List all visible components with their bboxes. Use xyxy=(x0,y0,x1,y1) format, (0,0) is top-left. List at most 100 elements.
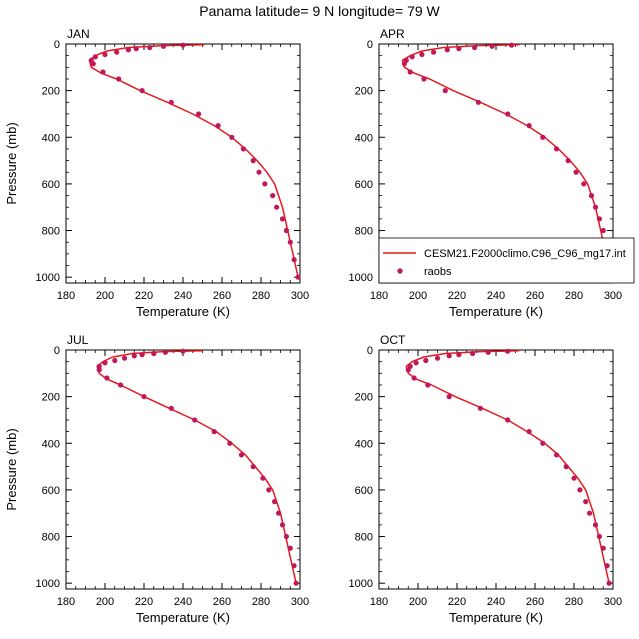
obs-point xyxy=(606,580,612,586)
plot-frame xyxy=(65,43,301,284)
obs-point xyxy=(581,181,587,187)
model-line xyxy=(96,349,297,584)
obs-point xyxy=(118,382,124,388)
y-tick-label: 1000 xyxy=(349,578,373,590)
x-tick-label: 240 xyxy=(174,596,192,608)
obs-point xyxy=(160,43,167,49)
x-tick-label: 260 xyxy=(213,596,231,608)
obs-point xyxy=(131,353,137,359)
obs-point xyxy=(291,257,297,263)
model-line xyxy=(405,349,610,584)
obs-point xyxy=(283,227,289,234)
obs-point xyxy=(446,394,452,400)
obs-point xyxy=(505,417,511,423)
obs-point xyxy=(456,352,462,358)
y-tick-label: 200 xyxy=(355,86,373,98)
x-tick-label: 280 xyxy=(565,596,583,608)
x-tick-label: 240 xyxy=(487,290,505,302)
x-tick-label: 280 xyxy=(565,290,583,302)
y-tick-label: 1000 xyxy=(36,272,60,284)
x-tick-label: 220 xyxy=(135,290,153,302)
obs-point xyxy=(571,475,577,481)
y-tick-label: 200 xyxy=(355,392,373,404)
x-tick-label: 300 xyxy=(604,596,622,608)
obs-point xyxy=(227,440,233,446)
y-tick-label: 400 xyxy=(355,438,373,450)
y-tick-label: 1000 xyxy=(349,272,373,284)
obs-point xyxy=(196,111,202,117)
obs-point xyxy=(477,405,483,411)
y-tick-label: 0 xyxy=(367,39,373,51)
x-tick-label: 300 xyxy=(291,596,309,608)
obs-point xyxy=(104,375,110,381)
panel-title: APR xyxy=(380,27,405,41)
plot-frame xyxy=(378,349,614,590)
obs-point xyxy=(563,464,569,470)
obs-point xyxy=(442,88,448,94)
obs-point xyxy=(141,394,147,400)
obs-point xyxy=(553,146,560,152)
x-axis-title: Temperature (K) xyxy=(136,610,230,625)
obs-point xyxy=(250,464,256,470)
obs-point xyxy=(505,348,511,354)
obs-point xyxy=(168,99,174,105)
obs-point xyxy=(540,440,546,446)
obs-point xyxy=(92,54,98,60)
obs-point xyxy=(274,204,280,210)
x-tick-label: 200 xyxy=(409,596,427,608)
x-tick-label: 220 xyxy=(448,596,466,608)
obs-point xyxy=(162,349,168,355)
y-tick-label: 600 xyxy=(42,485,60,497)
obs-point xyxy=(596,216,603,222)
y-tick-label: 400 xyxy=(42,132,60,144)
legend-model-label: CESM21.F2000climo.C96_C96_mg17.int xyxy=(424,248,626,260)
y-tick-label: 0 xyxy=(54,345,60,357)
obs-point xyxy=(270,193,276,199)
legend: CESM21.F2000climo.C96_C96_mg17.int raobs xyxy=(378,237,635,284)
obs-point xyxy=(505,111,511,117)
obs-point xyxy=(276,510,282,516)
obs-point xyxy=(102,51,108,58)
y-axis-title: Pressure (mb) xyxy=(4,122,19,204)
legend-box xyxy=(378,237,635,284)
obs-point xyxy=(423,357,429,364)
x-tick-label: 200 xyxy=(96,290,114,302)
obs-point xyxy=(411,375,417,381)
obs-point xyxy=(256,169,262,175)
panel-oct: 180 200 220 240 260 280 300 0 200 400 600 800 1000 OC… xyxy=(349,333,623,625)
obs-point xyxy=(475,99,481,105)
panel-title: OCT xyxy=(380,333,406,347)
obs-point xyxy=(472,44,478,51)
obs-point xyxy=(147,44,153,51)
obs-point xyxy=(573,169,579,175)
obs-point xyxy=(485,349,491,355)
x-tick-label: 180 xyxy=(57,596,75,608)
obs-point xyxy=(211,429,217,435)
obs-point xyxy=(526,123,532,129)
obs-point xyxy=(180,42,186,48)
panels: 180 200 220 240 260 280 300 0 200 400 600 800 1000 JA… xyxy=(4,27,622,625)
obs-point xyxy=(121,355,128,361)
x-tick-label: 200 xyxy=(96,596,114,608)
y-tick-label: 200 xyxy=(42,392,60,404)
x-tick-label: 260 xyxy=(526,290,544,302)
obs-point xyxy=(125,47,131,53)
y-tick-label: 600 xyxy=(355,485,373,497)
y-axis-title: Pressure (mb) xyxy=(4,428,19,510)
y-tick-label: 600 xyxy=(355,179,373,191)
y-tick-label: 400 xyxy=(42,438,60,450)
obs-point xyxy=(96,367,102,373)
obs-point xyxy=(413,360,419,366)
obs-point xyxy=(112,357,118,364)
obs-point xyxy=(90,61,96,67)
obs-point xyxy=(287,239,293,245)
obs-point xyxy=(293,580,299,586)
y-tick-label: 1000 xyxy=(36,578,60,590)
obs-point xyxy=(283,533,289,540)
obs-point xyxy=(238,452,245,458)
obs-point xyxy=(139,352,145,358)
obs-point xyxy=(114,49,120,55)
obs-point xyxy=(229,134,235,140)
figure-title: Panama latitude= 9 N longitude= 79 W xyxy=(199,3,440,19)
x-tick-label: 260 xyxy=(213,290,231,302)
